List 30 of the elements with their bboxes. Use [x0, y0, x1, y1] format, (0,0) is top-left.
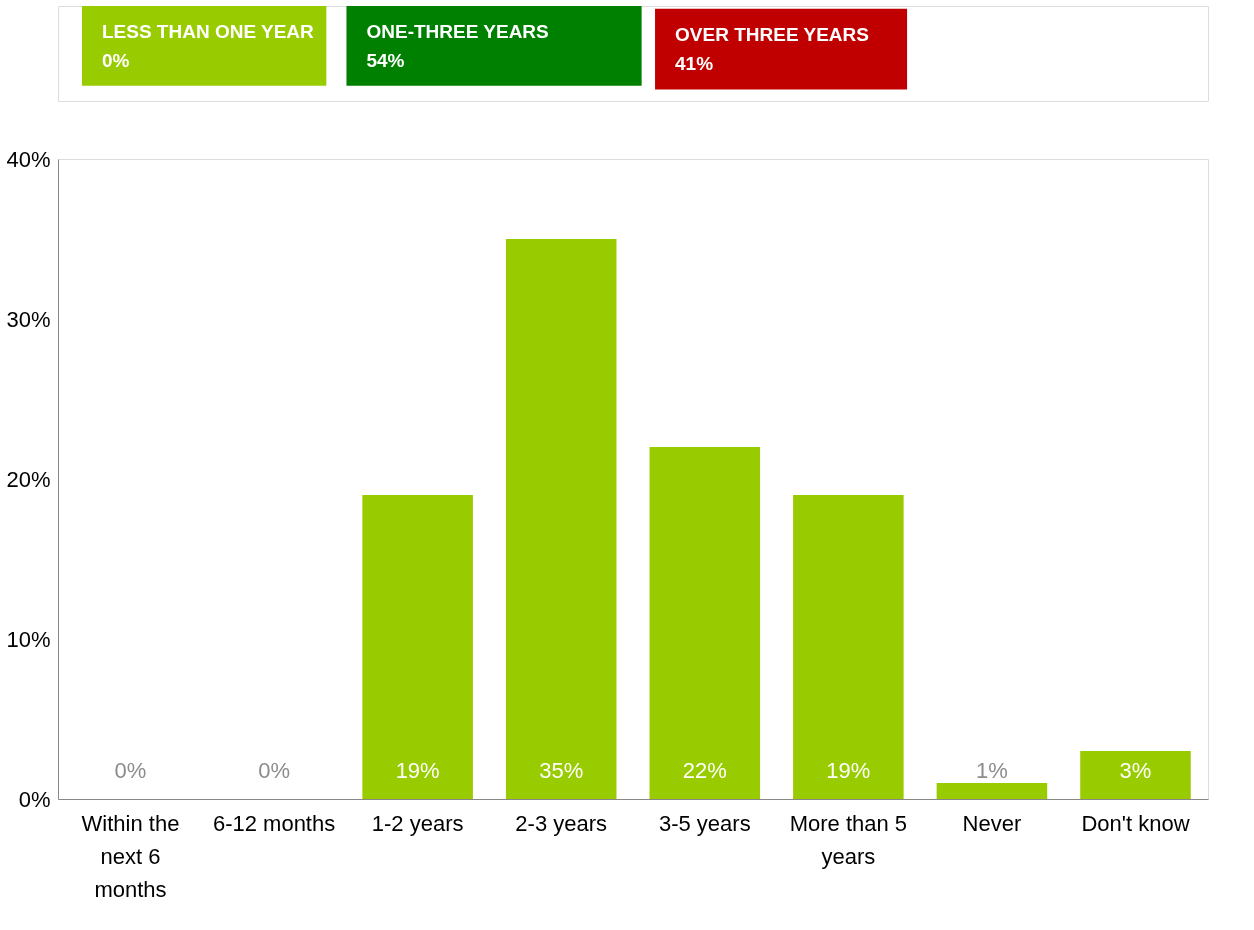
data-label: 0%	[114, 758, 147, 783]
x-tick-label: 6-12 months	[212, 810, 336, 836]
x-tick-label: More than 5 years	[789, 810, 908, 869]
data-label: 3%	[1119, 758, 1152, 783]
x-tick-label: 1-2 years	[371, 810, 464, 836]
data-label: 35%	[539, 758, 584, 783]
data-label: 22%	[682, 758, 727, 783]
text: OVER THREE YEARS 41%	[675, 23, 869, 74]
text: LESS THAN ONE YEAR 0%	[101, 21, 314, 71]
x-tick-label: 2-3 years	[515, 810, 608, 836]
data-label: 0%	[258, 758, 290, 783]
bar	[793, 495, 904, 799]
bar	[362, 495, 473, 799]
bar	[505, 239, 617, 799]
y-tick-label: 0%	[18, 786, 51, 812]
x-tick-label: Within the next 6 months	[81, 810, 180, 902]
data-label: 19%	[395, 758, 440, 783]
bar	[936, 783, 1048, 799]
data-label: 19%	[826, 758, 871, 783]
y-tick-label: 30%	[6, 306, 51, 332]
y-tick-label: 40%	[6, 146, 51, 172]
y-tick-label: 20%	[6, 466, 51, 492]
bar	[1080, 751, 1191, 799]
bar	[649, 447, 761, 799]
x-tick-label: Never	[962, 810, 1022, 836]
text: ONE-THREE YEARS 54%	[366, 21, 549, 71]
data-label: 1%	[976, 758, 1008, 783]
x-tick-label: 3-5 years	[658, 810, 751, 836]
y-tick-label: 10%	[6, 626, 51, 652]
x-tick-label: Don't know	[1081, 810, 1190, 836]
